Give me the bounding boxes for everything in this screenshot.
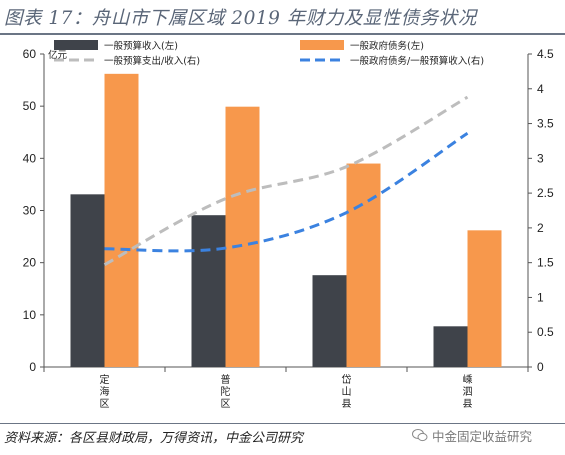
y-right-tick-label: 3 [537, 151, 544, 165]
y-left-tick-label: 20 [23, 256, 37, 270]
bar-revenue [312, 275, 347, 367]
legend-swatch [300, 40, 344, 50]
y-left-tick-label: 60 [23, 47, 37, 61]
wechat-icon [412, 429, 428, 442]
bar-revenue [433, 326, 468, 367]
y-left-tick-label: 40 [23, 151, 37, 165]
legend-label: 一般政府债务(左) [350, 40, 424, 52]
y-right-tick-label: 3.5 [537, 117, 554, 131]
legend-label: 一般预算支出/收入(右) [104, 55, 200, 67]
bar-revenue [191, 215, 226, 367]
y-right-tick-label: 2.5 [537, 186, 554, 200]
bar-revenue [70, 194, 105, 367]
y-right-tick-label: 2 [537, 221, 544, 235]
bar-debt [346, 163, 381, 367]
title-divider [0, 33, 565, 35]
bar-debt [104, 73, 139, 367]
line-expenditure-ratio [103, 95, 469, 267]
bar-debt [467, 230, 502, 367]
x-category-label: 岱山县 [342, 373, 352, 410]
y-right-tick-label: 4.5 [537, 47, 554, 61]
bar-debt [225, 106, 260, 368]
y-left-tick-label: 30 [23, 204, 37, 218]
y-right-tick-label: 0.5 [537, 325, 554, 339]
legend-label: 一般政府债务/一般预算收入(右) [350, 55, 484, 67]
line-debt-ratio [104, 132, 469, 253]
x-category-label: 定海区 [100, 373, 110, 410]
y-right-tick-label: 0 [537, 360, 544, 374]
y-left-tick-label: 10 [23, 308, 37, 322]
y-right-tick-label: 1.5 [537, 256, 554, 270]
x-category-label: 嵊泗县 [463, 373, 473, 410]
watermark-text: 中金固定收益研究 [432, 429, 533, 444]
chart-title: 图表 17：舟山市下属区域 2019 年财力及显性债务状况 [4, 8, 477, 29]
y-left-tick-label: 50 [23, 99, 37, 113]
legend-label: 一般预算收入(左) [104, 40, 178, 52]
watermark: 中金固定收益研究 [412, 426, 532, 445]
legend-swatch [54, 40, 98, 50]
y-left-tick-label: 0 [29, 360, 36, 374]
x-category-label: 普陀区 [221, 373, 231, 410]
y-right-tick-label: 1 [537, 290, 544, 304]
y-left-unit: 亿元 [48, 49, 68, 61]
source-note: 资料来源：各区县财政局，万得资讯，中金公司研究 [4, 431, 304, 446]
y-right-tick-label: 4 [537, 82, 544, 96]
source-divider [0, 423, 565, 424]
